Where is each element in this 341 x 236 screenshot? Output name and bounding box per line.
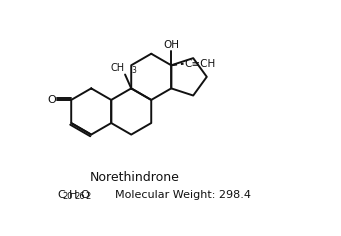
- Text: H: H: [69, 190, 77, 200]
- Text: Norethindrone: Norethindrone: [90, 171, 179, 184]
- Text: O: O: [47, 95, 56, 105]
- Text: O: O: [80, 190, 89, 200]
- Text: 2: 2: [86, 192, 91, 201]
- Text: 3: 3: [131, 66, 136, 75]
- Text: 26: 26: [74, 192, 85, 201]
- Text: CH: CH: [110, 63, 124, 73]
- Text: C≡CH: C≡CH: [184, 59, 216, 69]
- Text: 20: 20: [63, 192, 73, 201]
- Text: Molecular Weight: 298.4: Molecular Weight: 298.4: [115, 190, 251, 200]
- Text: C: C: [57, 190, 65, 200]
- Text: OH: OH: [163, 40, 179, 50]
